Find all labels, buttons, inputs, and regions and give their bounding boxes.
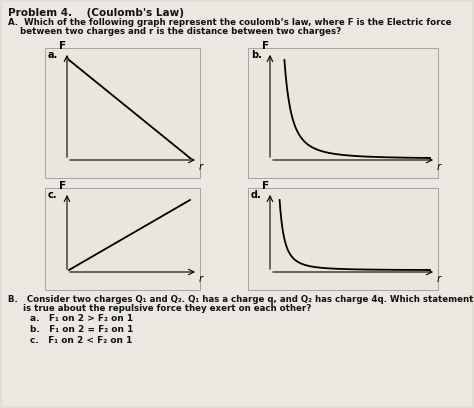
Text: B.   Consider two charges Q₁ and Q₂. Q₁ has a charge q, and Q₂ has charge 4q. Wh: B. Consider two charges Q₁ and Q₂. Q₁ ha… [8, 295, 474, 304]
FancyBboxPatch shape [45, 48, 200, 178]
Text: F: F [263, 181, 270, 191]
Text: c.   F₁ on 2 < F₂ on 1: c. F₁ on 2 < F₂ on 1 [30, 336, 132, 345]
Text: r: r [437, 274, 441, 284]
Text: b.   F₁ on 2 = F₂ on 1: b. F₁ on 2 = F₂ on 1 [30, 325, 133, 334]
FancyBboxPatch shape [45, 188, 200, 290]
Text: a.: a. [48, 50, 58, 60]
Text: F: F [59, 41, 66, 51]
Text: F: F [263, 41, 270, 51]
Text: Problem 4.    (Coulomb's Law): Problem 4. (Coulomb's Law) [8, 8, 184, 18]
Text: F: F [59, 181, 66, 191]
Text: a.   F₁ on 2 > F₂ on 1: a. F₁ on 2 > F₂ on 1 [30, 314, 133, 323]
Text: r: r [437, 162, 441, 172]
Text: c.: c. [48, 190, 57, 200]
Text: A.  Which of the following graph represent the coulomb’s law, where F is the Ele: A. Which of the following graph represen… [8, 18, 452, 27]
FancyBboxPatch shape [248, 188, 438, 290]
Text: b.: b. [251, 50, 262, 60]
Text: r: r [199, 274, 203, 284]
Text: r: r [199, 162, 203, 172]
FancyBboxPatch shape [248, 48, 438, 178]
Text: between two charges and r is the distance between two charges?: between two charges and r is the distanc… [8, 27, 341, 36]
Text: is true about the repulsive force they exert on each other?: is true about the repulsive force they e… [8, 304, 311, 313]
Text: d.: d. [251, 190, 262, 200]
